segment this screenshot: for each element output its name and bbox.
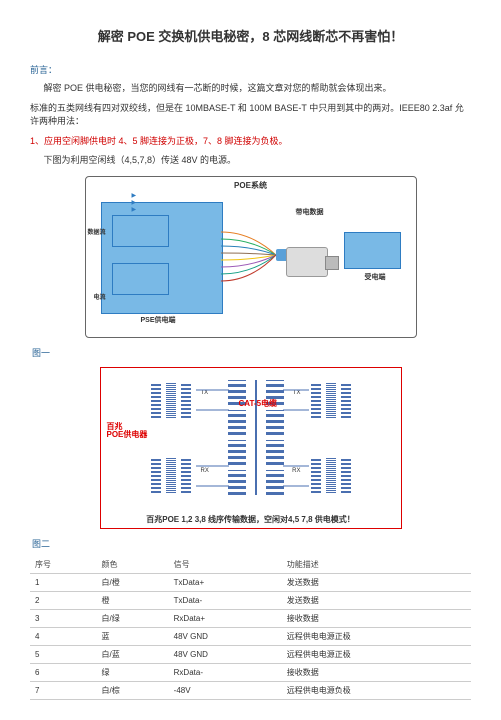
table-cell: 白/棕 xyxy=(96,681,168,699)
preface-label: 前言： xyxy=(30,63,471,76)
table-cell: TxData+ xyxy=(169,573,282,591)
pse-label: PSE供电端 xyxy=(141,315,176,338)
tx-label-r: TX xyxy=(293,390,301,396)
table-cell: RxData+ xyxy=(169,609,282,627)
table-cell: 48V GND xyxy=(169,627,282,645)
table-cell: 远程供电电源正极 xyxy=(282,627,471,645)
table-cell: 发送数据 xyxy=(282,591,471,609)
pin-table: 序号 颜色 信号 功能描述 1白/橙TxData+发送数据2橙TxData-发送… xyxy=(30,556,471,700)
table-row: 5白/蓝48V GND远程供电电源正极 xyxy=(30,645,471,663)
xfmr-right-top xyxy=(306,383,356,418)
table-cell: 橙 xyxy=(96,591,168,609)
table-row: 4蓝48V GND远程供电电源正极 xyxy=(30,627,471,645)
table-cell: 绿 xyxy=(96,663,168,681)
pse-block xyxy=(101,202,223,314)
table-cell: 6 xyxy=(30,663,96,681)
table-cell: 5 xyxy=(30,645,96,663)
table-cell: 1 xyxy=(30,573,96,591)
current-label: 电流 xyxy=(94,292,106,301)
figure-2-label: 图二 xyxy=(32,537,471,550)
figure-1-label: 图一 xyxy=(32,346,471,359)
diagram2-caption: 百兆POE 1,2 3,8 线序传输数据，空闲对4,5 7,8 供电模式！ xyxy=(146,514,355,525)
table-cell: 7 xyxy=(30,681,96,699)
table-cell: 远程供电电源负极 xyxy=(282,681,471,699)
table-cell: RxData- xyxy=(169,663,282,681)
page-title: 解密 POE 交换机供电秘密，8 芯网线断芯不再害怕！ xyxy=(30,26,471,45)
table-cell: 白/橙 xyxy=(96,573,168,591)
cable-label: 带电数据 xyxy=(296,207,324,217)
col-color: 颜色 xyxy=(96,556,168,574)
rj45-plug-icon xyxy=(286,247,328,277)
table-cell: TxData- xyxy=(169,591,282,609)
pse-cn-label: 百兆 POE供电器 xyxy=(107,423,148,441)
cat5-label: CAT-5电缆 xyxy=(239,398,278,409)
paragraph-1: 标准的五类网线有四对双绞线，但是在 10MBASE-T 和 100M BASE-… xyxy=(30,102,471,129)
table-cell: 发送数据 xyxy=(282,573,471,591)
diagram-cat5-mode: CAT-5电缆 百兆 POE供电器 TX RX TX RX 百兆POE 1,2 … xyxy=(100,367,402,529)
bullet-1-sub: 下图为利用空闲线（4,5,7,8）传送 48V 的电源。 xyxy=(30,154,471,168)
diagram1-title: POE系统 xyxy=(234,180,267,191)
tx-label-l: TX xyxy=(201,390,209,396)
xfmr-left-top xyxy=(146,383,196,418)
table-row: 6绿RxData-接收数据 xyxy=(30,663,471,681)
rx-label-l: RX xyxy=(201,468,209,474)
table-cell: 白/蓝 xyxy=(96,645,168,663)
table-cell: 蓝 xyxy=(96,627,168,645)
pd-block xyxy=(344,232,401,269)
table-cell: 接收数据 xyxy=(282,663,471,681)
table-cell: 白/绿 xyxy=(96,609,168,627)
col-num: 序号 xyxy=(30,556,96,574)
diagram-poe-system: POE系统 ▶▶▶ 数据流 电流 PSE供电端 带电数据 受电端 xyxy=(85,176,417,338)
col-signal: 信号 xyxy=(169,556,282,574)
pse-inner-bottom xyxy=(112,263,169,295)
table-cell: 远程供电电源正极 xyxy=(282,645,471,663)
col-func: 功能描述 xyxy=(282,556,471,574)
table-header-row: 序号 颜色 信号 功能描述 xyxy=(30,556,471,574)
pse-arrows: ▶▶▶ xyxy=(132,192,137,213)
pse-inner-top xyxy=(112,215,169,247)
table-cell: 48V GND xyxy=(169,645,282,663)
data-flow-label: 数据流 xyxy=(88,227,106,236)
rx-label-r: RX xyxy=(292,468,300,474)
xfmr-left-bottom xyxy=(146,458,196,493)
table-cell: 2 xyxy=(30,591,96,609)
table-cell: -48V xyxy=(169,681,282,699)
table-cell: 3 xyxy=(30,609,96,627)
table-row: 1白/橙TxData+发送数据 xyxy=(30,573,471,591)
table-row: 2橙TxData-发送数据 xyxy=(30,591,471,609)
table-cell: 4 xyxy=(30,627,96,645)
table-row: 7白/棕-48V远程供电电源负极 xyxy=(30,681,471,699)
bullet-1: 1、应用空闲脚供电时 4、5 脚连接为正极，7、8 脚连接为负极。 xyxy=(30,135,471,149)
pd-label: 受电端 xyxy=(365,272,386,282)
preface-text: 解密 POE 供电秘密，当您的网线有一芯断的时候，这篇文章对您的帮助就会体现出来… xyxy=(30,82,471,96)
xfmr-right-bottom xyxy=(306,458,356,493)
table-cell: 接收数据 xyxy=(282,609,471,627)
table-row: 3白/绿RxData+接收数据 xyxy=(30,609,471,627)
